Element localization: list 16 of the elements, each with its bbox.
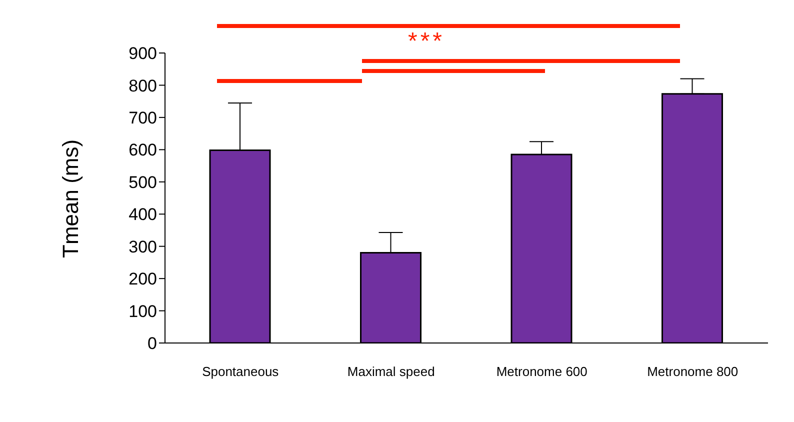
annotation: *** bbox=[408, 28, 446, 56]
x-tick-label: Metronome 800 bbox=[647, 364, 738, 380]
y-axis-title: Tmean (ms) bbox=[58, 139, 83, 258]
y-tick-label: 900 bbox=[128, 44, 157, 64]
y-tick-label: 600 bbox=[128, 140, 157, 160]
y-tick-label: 800 bbox=[128, 76, 157, 96]
x-tick-label: Metronome 600 bbox=[496, 364, 588, 380]
y-tick-label: 200 bbox=[128, 270, 157, 289]
y-tick-label: 0 bbox=[148, 334, 157, 354]
y-tick-label: 700 bbox=[128, 108, 157, 128]
x-tick-label: Maximal speed bbox=[347, 364, 435, 380]
y-tick-label: 500 bbox=[128, 172, 157, 192]
y-tick-label: 400 bbox=[128, 205, 157, 224]
x-tick-label: Spontaneous bbox=[202, 364, 280, 380]
y-tick-label: 300 bbox=[128, 237, 157, 256]
y-tick-label: 100 bbox=[128, 302, 157, 321]
